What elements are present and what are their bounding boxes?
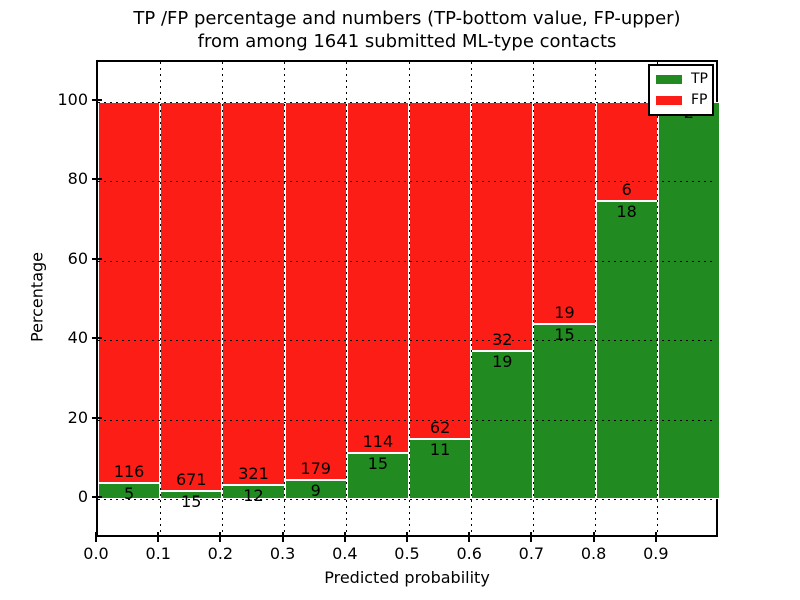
chart-title-line1: TP /FP percentage and numbers (TP-bottom… [133, 8, 681, 29]
bar-segment-tp [98, 482, 161, 500]
bar-segment-tp [346, 453, 409, 500]
bar-segment-tp [595, 201, 658, 500]
bar-count-label-fp: 62 [429, 418, 451, 438]
bar-count-label-tp: 19 [492, 352, 513, 372]
x-tick-label: 0.1 [145, 544, 171, 563]
gridline-vertical [346, 62, 348, 535]
y-axis-tick [92, 416, 102, 419]
bar-count-label-tp: 18 [616, 202, 637, 222]
gridline-horizontal [98, 260, 716, 262]
bar-count-label-fp: 19 [554, 302, 575, 322]
bar-segment-tp [657, 101, 720, 500]
gridline-vertical [221, 62, 223, 535]
bar-segment-fp [409, 101, 472, 440]
legend-item-fp: FP [656, 90, 708, 111]
bar-count-label-fp: 179 [300, 459, 331, 479]
bar-count-label-fp: 114 [362, 432, 394, 452]
x-axis-tick [343, 532, 346, 542]
x-tick-label: 0.2 [207, 544, 234, 563]
gridline-horizontal [98, 419, 716, 421]
x-tick-label: 0.6 [456, 544, 482, 563]
bar-count-label-tp: 12 [243, 485, 264, 505]
y-tick-label: 0 [77, 487, 88, 507]
x-axis-tick [530, 532, 533, 542]
legend-tp-label: TP [691, 71, 708, 87]
bar-count-label-tp: 5 [124, 483, 135, 503]
y-axis-tick [92, 496, 102, 499]
x-tick-label: 0.9 [643, 544, 669, 563]
chart-title: TP /FP percentage and numbers (TP-bottom… [96, 7, 718, 53]
y-tick-label: 60 [67, 248, 88, 268]
y-tick-label: 100 [57, 89, 88, 109]
y-axis-tick [92, 178, 102, 181]
y-axis-tick [92, 257, 102, 260]
gridline-horizontal [98, 499, 716, 501]
gridline-vertical [159, 62, 161, 535]
bar-segment-fp [346, 101, 409, 454]
bar-segment-tp [160, 490, 223, 500]
gridline-horizontal [98, 181, 716, 183]
y-axis-tick [92, 98, 102, 101]
bar-segment-tp [284, 480, 347, 500]
bar-segment-fp [284, 101, 347, 481]
x-axis-tick [157, 532, 160, 542]
bar-segment-tp [471, 351, 534, 500]
x-tick-label: 0.3 [269, 544, 296, 563]
bar-segment-fp [160, 101, 223, 491]
x-tick-label: 0.7 [518, 544, 545, 563]
gridline-horizontal [98, 101, 716, 103]
bar-segment-fp [471, 101, 534, 352]
x-tick-label: 0.5 [394, 544, 420, 563]
legend-item-tp: TP [656, 69, 708, 90]
y-tick-label: 40 [67, 328, 88, 348]
gridline-vertical [595, 62, 597, 535]
x-axis-tick [406, 532, 408, 542]
gridline-vertical [657, 62, 659, 535]
legend-tp-swatch-icon [656, 75, 682, 84]
legend: TP FP [648, 64, 714, 116]
plot-area: 116567115321121799114156211321919156182 [96, 60, 720, 537]
y-tick-label: 20 [67, 407, 88, 427]
bar-count-label-fp: 671 [176, 469, 207, 489]
x-axis-tick [95, 532, 97, 542]
gridline-vertical [532, 62, 534, 535]
bar-segment-tp [222, 484, 285, 500]
bar-segment-fp [222, 101, 285, 485]
gridline-vertical [470, 62, 472, 535]
gridline-vertical [408, 62, 410, 535]
x-tick-label: 0.4 [332, 544, 358, 563]
bar-count-label-tp: 15 [181, 491, 202, 511]
bar-segment-fp [98, 101, 161, 483]
x-axis-tick [592, 532, 595, 542]
chart-title-line2: from among 1641 submitted ML-type contac… [197, 31, 617, 52]
legend-fp-swatch-icon [656, 96, 682, 105]
x-tick-label: 0.0 [83, 544, 109, 563]
x-axis-tick [281, 532, 284, 542]
bar-count-label-tp: 15 [554, 324, 575, 344]
bar-segment-tp [533, 323, 596, 500]
legend-fp-label: FP [691, 92, 708, 108]
bar-count-label-fp: 6 [621, 180, 632, 200]
bar-segment-fp [595, 101, 658, 202]
bar-segment-fp [533, 101, 596, 324]
bar-count-label-tp: 9 [310, 481, 321, 501]
gridline-vertical [284, 62, 286, 535]
gridline-horizontal [98, 340, 716, 342]
bar-count-label-fp: 116 [113, 461, 145, 481]
bar-segment-tp [409, 439, 472, 500]
bar-count-label-fp: 321 [238, 463, 269, 483]
bar-count-label-fp: 32 [492, 330, 513, 350]
bar-count-label-tp: 11 [429, 440, 451, 460]
x-axis-tick [468, 532, 471, 542]
x-axis-tick [654, 532, 657, 542]
x-axis-tick [219, 532, 222, 542]
y-axis-tick [92, 337, 102, 340]
x-tick-label: 0.8 [580, 544, 607, 563]
bar-count-label-tp: 15 [367, 454, 389, 474]
x-axis-label: Predicted probability [324, 568, 490, 587]
y-tick-label: 80 [67, 169, 88, 189]
